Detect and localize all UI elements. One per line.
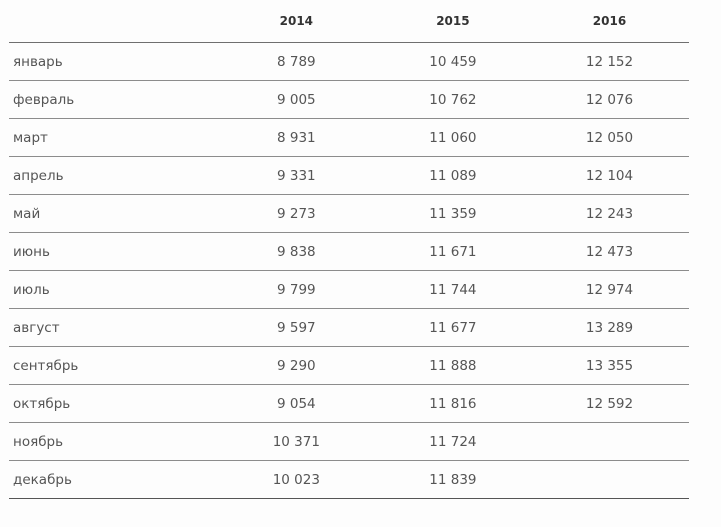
value-cell-2015: 11 359 (429, 205, 477, 222)
value-cell-2014: 10 371 (272, 433, 320, 450)
header-cell-2014: 2014 (279, 14, 314, 28)
table-row: май 9 273 11 359 12 243 (9, 195, 689, 233)
header-cell-2015: 2015 (436, 14, 470, 28)
month-cell: январь (13, 53, 63, 70)
month-cell: декабрь (13, 471, 72, 488)
table-body: январь 8 789 10 459 12 152 февраль 9 005 10 76… (9, 43, 689, 499)
value-cell-2016: 12 076 (585, 91, 634, 108)
table-row: июль 9 799 11 744 12 974 (9, 271, 689, 309)
month-cell: май (13, 205, 41, 222)
value-cell-2015: 11 839 (429, 471, 477, 488)
table-row: март 8 931 11 060 12 050 (9, 119, 689, 157)
month-cell: февраль (13, 91, 75, 108)
value-cell-2014: 8 931 (277, 129, 316, 146)
month-cell: сентябрь (13, 357, 79, 374)
table-row: ноябрь 10 371 11 724 (9, 423, 689, 461)
table-row: апрель 9 331 11 089 12 104 (9, 157, 689, 195)
month-cell: август (13, 319, 60, 336)
table-row: январь 8 789 10 459 12 152 (9, 43, 689, 81)
value-cell-2014: 9 005 (277, 91, 316, 108)
month-cell: июль (13, 281, 50, 298)
value-cell-2015: 10 762 (429, 91, 477, 108)
month-cell: ноябрь (13, 433, 64, 450)
table-header-row: 2014 2015 2016 (9, 0, 689, 43)
value-cell-2014: 9 273 (277, 205, 316, 222)
data-table: 2014 2015 2016 январь 8 789 10 459 12 152 фе… (9, 0, 689, 499)
table-row: октябрь 9 054 11 816 12 592 (9, 385, 689, 423)
value-cell-2016: 13 355 (585, 357, 634, 374)
value-cell-2016: 12 243 (585, 205, 634, 222)
value-cell-2016: 12 592 (585, 395, 634, 412)
month-cell: март (13, 129, 48, 146)
value-cell-2015: 11 060 (429, 129, 477, 146)
month-cell: апрель (13, 167, 64, 184)
value-cell-2016: 12 974 (585, 281, 634, 298)
month-cell: октябрь (13, 395, 71, 412)
value-cell-2014: 9 597 (277, 319, 316, 336)
value-cell-2016: 12 104 (585, 167, 634, 184)
table-row: сентябрь 9 290 11 888 13 355 (9, 347, 689, 385)
value-cell-2014: 9 838 (277, 243, 316, 260)
value-cell-2015: 11 816 (429, 395, 477, 412)
value-cell-2014: 9 290 (277, 357, 316, 374)
month-cell: июнь (13, 243, 50, 260)
value-cell-2015: 11 089 (429, 167, 477, 184)
value-cell-2016: 12 050 (585, 129, 634, 146)
value-cell-2014: 9 331 (277, 167, 316, 184)
value-cell-2015: 11 671 (429, 243, 477, 260)
table-row: июнь 9 838 11 671 12 473 (9, 233, 689, 271)
value-cell-2015: 11 724 (429, 433, 477, 450)
value-cell-2016: 13 289 (585, 319, 634, 336)
table-row: август 9 597 11 677 13 289 (9, 309, 689, 347)
value-cell-2014: 10 023 (272, 471, 320, 488)
value-cell-2015: 11 744 (429, 281, 477, 298)
value-cell-2016: 12 473 (585, 243, 634, 260)
value-cell-2015: 10 459 (429, 53, 477, 70)
table-row: февраль 9 005 10 762 12 076 (9, 81, 689, 119)
value-cell-2014: 9 799 (277, 281, 316, 298)
value-cell-2015: 11 677 (429, 319, 477, 336)
header-cell-2016: 2016 (592, 14, 627, 28)
value-cell-2015: 11 888 (429, 357, 477, 374)
value-cell-2016: 12 152 (585, 53, 634, 70)
value-cell-2014: 8 789 (277, 53, 316, 70)
value-cell-2014: 9 054 (277, 395, 316, 412)
table-row: декабрь 10 023 11 839 (9, 461, 689, 499)
